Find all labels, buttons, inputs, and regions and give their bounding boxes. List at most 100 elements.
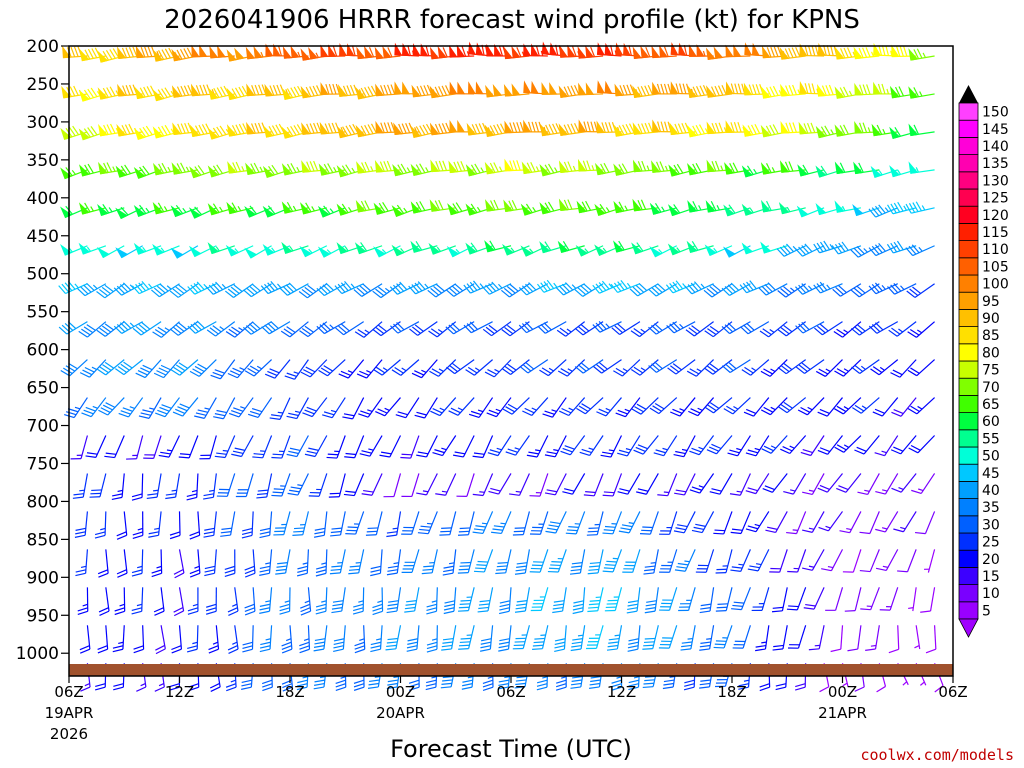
barb-flag	[320, 44, 329, 58]
wind-barb	[906, 283, 935, 298]
barb-full	[242, 648, 253, 653]
barb-full	[607, 644, 619, 648]
barb-full	[601, 122, 606, 133]
wind-barb	[787, 549, 807, 573]
wind-barb	[658, 625, 678, 649]
barb-full	[151, 569, 162, 574]
barb-full	[699, 648, 710, 651]
barb-full	[502, 408, 513, 415]
barb-staff	[163, 359, 180, 379]
barb-half	[736, 447, 742, 451]
barb-full	[241, 683, 252, 687]
barb-full	[270, 280, 279, 290]
barb-full	[906, 290, 916, 298]
barb-full	[373, 368, 383, 376]
wind-barb	[686, 240, 714, 253]
barb-full	[457, 610, 469, 612]
barb-half	[867, 127, 871, 133]
colorbar-cell	[958, 446, 979, 465]
barb-flag	[391, 205, 404, 217]
barb-full	[419, 163, 426, 174]
wind-barb	[586, 625, 604, 650]
barb-full	[589, 686, 600, 689]
ground-strip	[69, 664, 953, 676]
barb-full	[330, 568, 342, 571]
colorbar-label: 105	[982, 259, 1009, 275]
barb-half	[166, 285, 172, 290]
barb-full	[426, 645, 438, 650]
wind-barb	[244, 549, 256, 578]
barb-full	[157, 126, 165, 137]
wind-barb	[152, 124, 180, 139]
barb-full	[408, 686, 420, 691]
wind-barb	[779, 46, 806, 60]
barb-staff	[797, 625, 807, 649]
barb-half	[487, 676, 493, 679]
barb-flag	[300, 202, 311, 215]
barb-full	[299, 648, 310, 654]
barb-staff	[257, 397, 273, 418]
barb-half	[441, 490, 448, 493]
barb-full	[780, 288, 790, 296]
wind-barb	[273, 511, 291, 536]
colorbar-label: 90	[982, 311, 1000, 327]
barb-full	[187, 325, 196, 334]
wind-barb	[888, 625, 900, 654]
wind-barb	[575, 245, 604, 257]
wind-barb	[501, 321, 530, 337]
barb-full	[65, 411, 77, 416]
barb-staff	[912, 245, 935, 257]
barb-full	[189, 572, 201, 578]
barb-full	[731, 608, 742, 611]
wind-barb	[851, 359, 880, 374]
barb-flag	[577, 46, 587, 59]
barb-flag	[799, 43, 808, 57]
barb-flag	[207, 203, 219, 216]
barb-full	[682, 83, 687, 94]
barb-staff	[283, 511, 291, 535]
barb-full	[641, 123, 647, 134]
barb-staff	[539, 473, 549, 497]
barb-full	[784, 161, 791, 172]
barb-staff	[893, 245, 917, 254]
barb-full	[856, 324, 866, 332]
barb-full	[261, 84, 267, 95]
wind-barb	[428, 242, 456, 255]
barb-staff	[224, 435, 236, 458]
barb-full	[509, 160, 514, 171]
barb-staff	[781, 587, 788, 611]
barb-full	[425, 686, 437, 691]
barb-flag	[760, 124, 772, 138]
wind-barb	[114, 359, 144, 376]
barb-full	[288, 412, 299, 417]
barb-full	[621, 163, 628, 173]
barb-half	[350, 283, 355, 289]
barb-staff	[616, 625, 623, 650]
barb-staff	[612, 549, 623, 573]
barb-full	[853, 326, 863, 334]
barb-full	[258, 84, 263, 95]
barb-full	[326, 456, 338, 459]
barb-full	[802, 529, 813, 533]
barb-full	[470, 410, 482, 416]
barb-full	[102, 87, 109, 98]
barb-half	[319, 676, 326, 679]
barb-full	[892, 369, 903, 376]
barb-full	[205, 286, 214, 295]
barb-full	[279, 607, 290, 612]
barb-full	[463, 284, 471, 294]
barb-staff	[627, 473, 641, 495]
barb-full	[141, 281, 150, 290]
barb-half	[878, 170, 883, 176]
colorbar-label: 100	[982, 277, 1009, 293]
barb-half	[315, 52, 319, 58]
barb-half	[302, 676, 308, 679]
barb-half	[825, 525, 831, 529]
wind-barb	[441, 625, 457, 651]
wind-barb	[178, 435, 199, 459]
barb-full	[411, 372, 422, 379]
barb-full	[299, 641, 310, 647]
x-tick-date: 20APR	[376, 704, 425, 722]
barb-full	[372, 610, 383, 616]
barb-full	[567, 199, 573, 210]
